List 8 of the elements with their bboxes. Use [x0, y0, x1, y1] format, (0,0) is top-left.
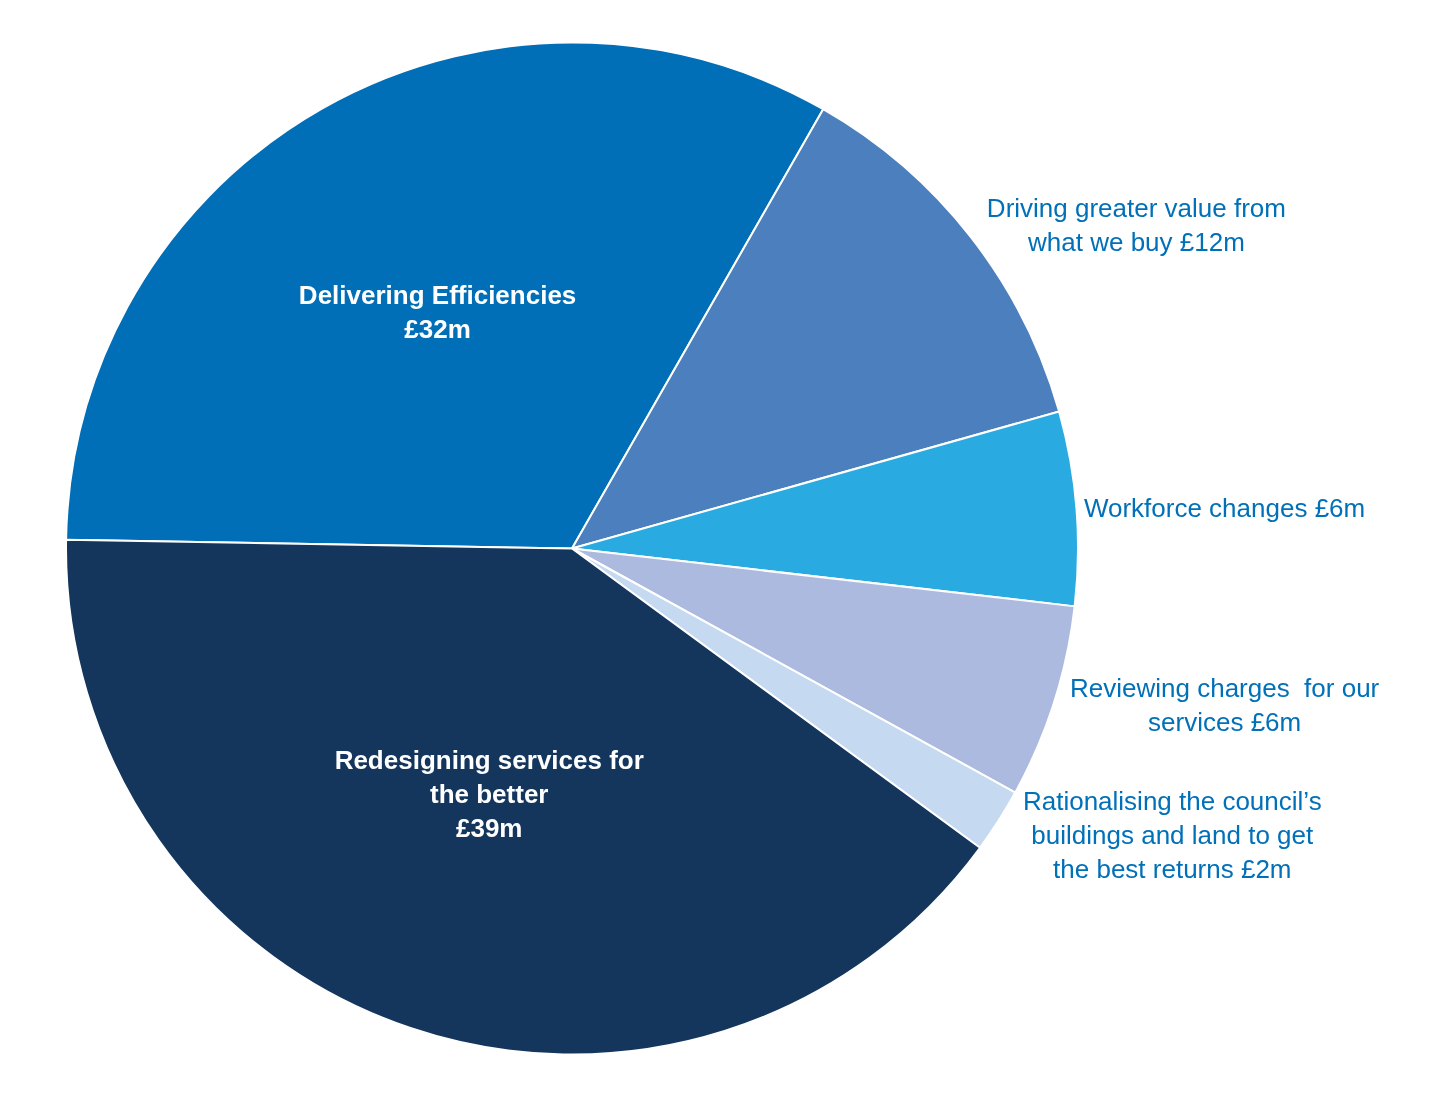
slice-label: Rationalising the council’s buildings and land to get the best returns £2m	[1022, 786, 1322, 884]
slice-label: Reviewing charges for our services £6m	[1069, 673, 1380, 738]
slice-label: Workforce changes £6m	[1083, 493, 1366, 524]
data-label: £39m	[455, 812, 523, 843]
slice-label: Driving greater value from what we buy £12m	[986, 193, 1286, 258]
slice-label: Redesigning services for the better	[334, 745, 644, 810]
slice-label: Delivering Efficiencies	[298, 280, 577, 311]
data-label: £32m	[404, 313, 471, 344]
